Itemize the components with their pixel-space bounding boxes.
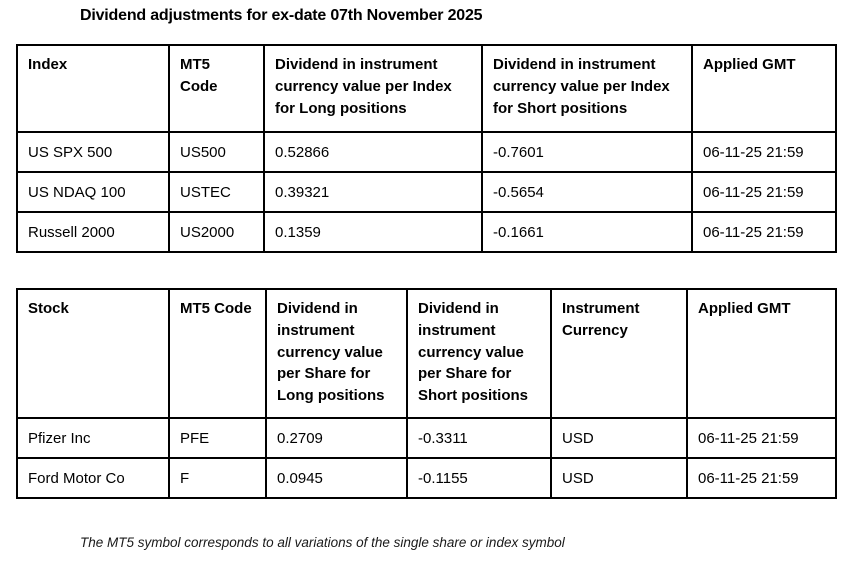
dividend-short-cell: -0.3311 [406,417,552,459]
dividend-short-cell: -0.5654 [481,171,693,213]
table-row: Pfizer Inc PFE 0.2709 -0.3311 USD 06-11-… [16,417,837,459]
applied-gmt-cell: 06-11-25 21:59 [691,171,837,213]
mt5-code-cell: USTEC [168,171,265,213]
index-table-header-dividend-long: Dividend in instrument currency value pe… [263,44,483,133]
dividend-short-cell: -0.7601 [481,131,693,173]
table-row: US SPX 500 US500 0.52866 -0.7601 06-11-2… [16,131,837,173]
stock-name-cell: Ford Motor Co [16,457,170,499]
mt5-code-cell: PFE [168,417,267,459]
table-row: Ford Motor Co F 0.0945 -0.1155 USD 06-11… [16,457,837,499]
dividend-short-cell: -0.1661 [481,211,693,253]
applied-gmt-cell: 06-11-25 21:59 [686,417,837,459]
stock-table-header-instrument-currency: Instrument Currency [550,288,688,419]
stock-name-cell: Pfizer Inc [16,417,170,459]
stock-table-header-mt5-code: MT5 Code [168,288,267,419]
index-table-header-applied-gmt: Applied GMT [691,44,837,133]
applied-gmt-cell: 06-11-25 21:59 [686,457,837,499]
dividend-short-cell: -0.1155 [406,457,552,499]
stock-table-header-stock: Stock [16,288,170,419]
stock-table-header-row: Stock MT5 Code Dividend in instrument cu… [16,288,837,419]
dividend-long-cell: 0.1359 [263,211,483,253]
stock-table-header-dividend-long: Dividend in instrument currency value pe… [265,288,408,419]
page-title: Dividend adjustments for ex-date 07th No… [80,7,483,24]
mt5-code-cell: F [168,457,267,499]
index-name-cell: US NDAQ 100 [16,171,170,213]
stock-table-header-dividend-short: Dividend in instrument currency value pe… [406,288,552,419]
applied-gmt-cell: 06-11-25 21:59 [691,211,837,253]
dividend-long-cell: 0.2709 [265,417,408,459]
dividend-long-cell: 0.0945 [265,457,408,499]
dividend-long-cell: 0.52866 [263,131,483,173]
index-dividend-table: Index MT5 Code Dividend in instrument cu… [16,44,837,253]
index-table-header-dividend-short: Dividend in instrument currency value pe… [481,44,693,133]
index-table-header-row: Index MT5 Code Dividend in instrument cu… [16,44,837,133]
table-row: US NDAQ 100 USTEC 0.39321 -0.5654 06-11-… [16,171,837,213]
index-table-header-mt5-code: MT5 Code [168,44,265,133]
stock-dividend-table: Stock MT5 Code Dividend in instrument cu… [16,288,837,499]
index-name-cell: US SPX 500 [16,131,170,173]
instrument-currency-cell: USD [550,417,688,459]
instrument-currency-cell: USD [550,457,688,499]
mt5-symbol-footnote: The MT5 symbol corresponds to all variat… [80,535,565,550]
mt5-code-cell: US500 [168,131,265,173]
dividend-long-cell: 0.39321 [263,171,483,213]
mt5-code-cell: US2000 [168,211,265,253]
stock-table-header-applied-gmt: Applied GMT [686,288,837,419]
index-name-cell: Russell 2000 [16,211,170,253]
index-table-header-index: Index [16,44,170,133]
applied-gmt-cell: 06-11-25 21:59 [691,131,837,173]
table-row: Russell 2000 US2000 0.1359 -0.1661 06-11… [16,211,837,253]
